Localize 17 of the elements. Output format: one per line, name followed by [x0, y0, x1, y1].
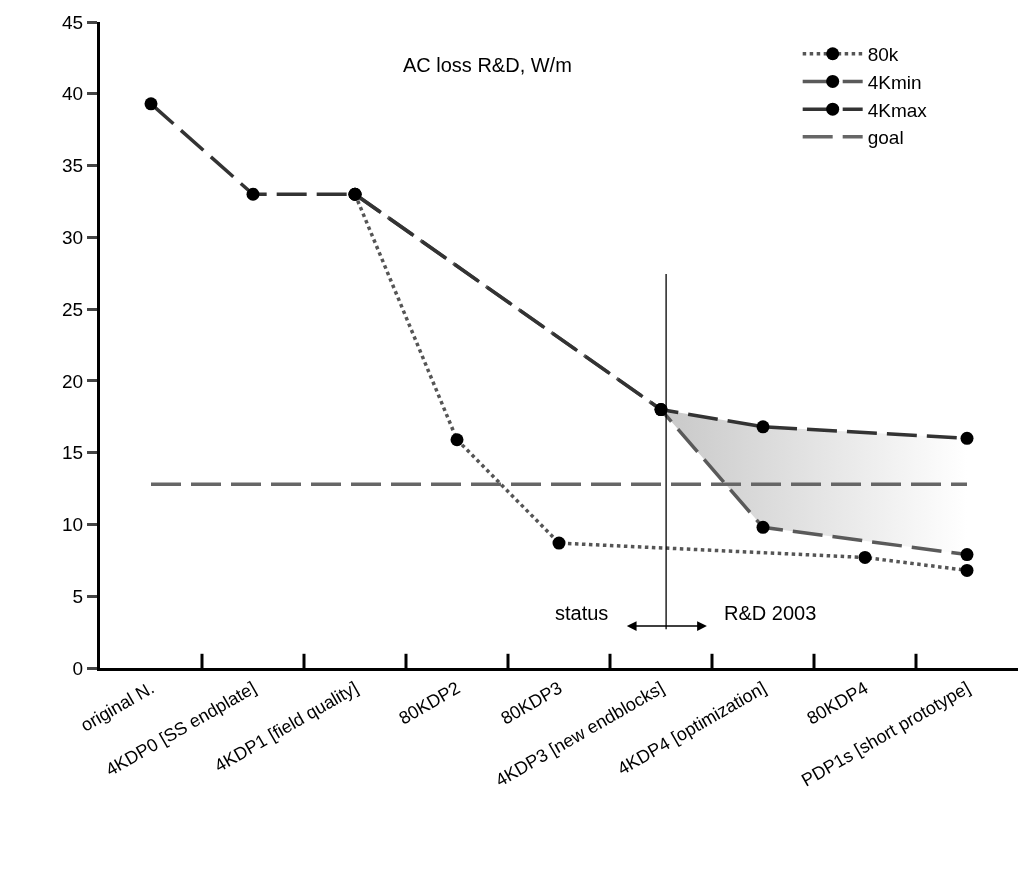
- y-tick-label: 25: [62, 298, 84, 320]
- y-tick-label: 30: [62, 226, 84, 248]
- y-tick-label: 40: [62, 83, 84, 105]
- y-tick-label: 45: [62, 11, 84, 33]
- annotation: status: [555, 602, 609, 624]
- text: AC loss R&D, W/m: [402, 53, 572, 76]
- annotation: R&D 2003: [724, 602, 817, 624]
- y-tick-label: 0: [72, 657, 84, 679]
- legend-label: goal: [867, 127, 904, 149]
- legend-label: 4Kmax: [867, 99, 928, 121]
- y-tick-label: 15: [62, 442, 84, 464]
- y-tick-label: 20: [62, 370, 84, 392]
- legend-label: 4Kmin: [867, 71, 922, 93]
- y-tick-label: 35: [62, 155, 84, 177]
- y-tick-label: 5: [72, 585, 84, 607]
- legend-label: 80k: [867, 44, 899, 66]
- y-tick-label: 10: [62, 514, 84, 536]
